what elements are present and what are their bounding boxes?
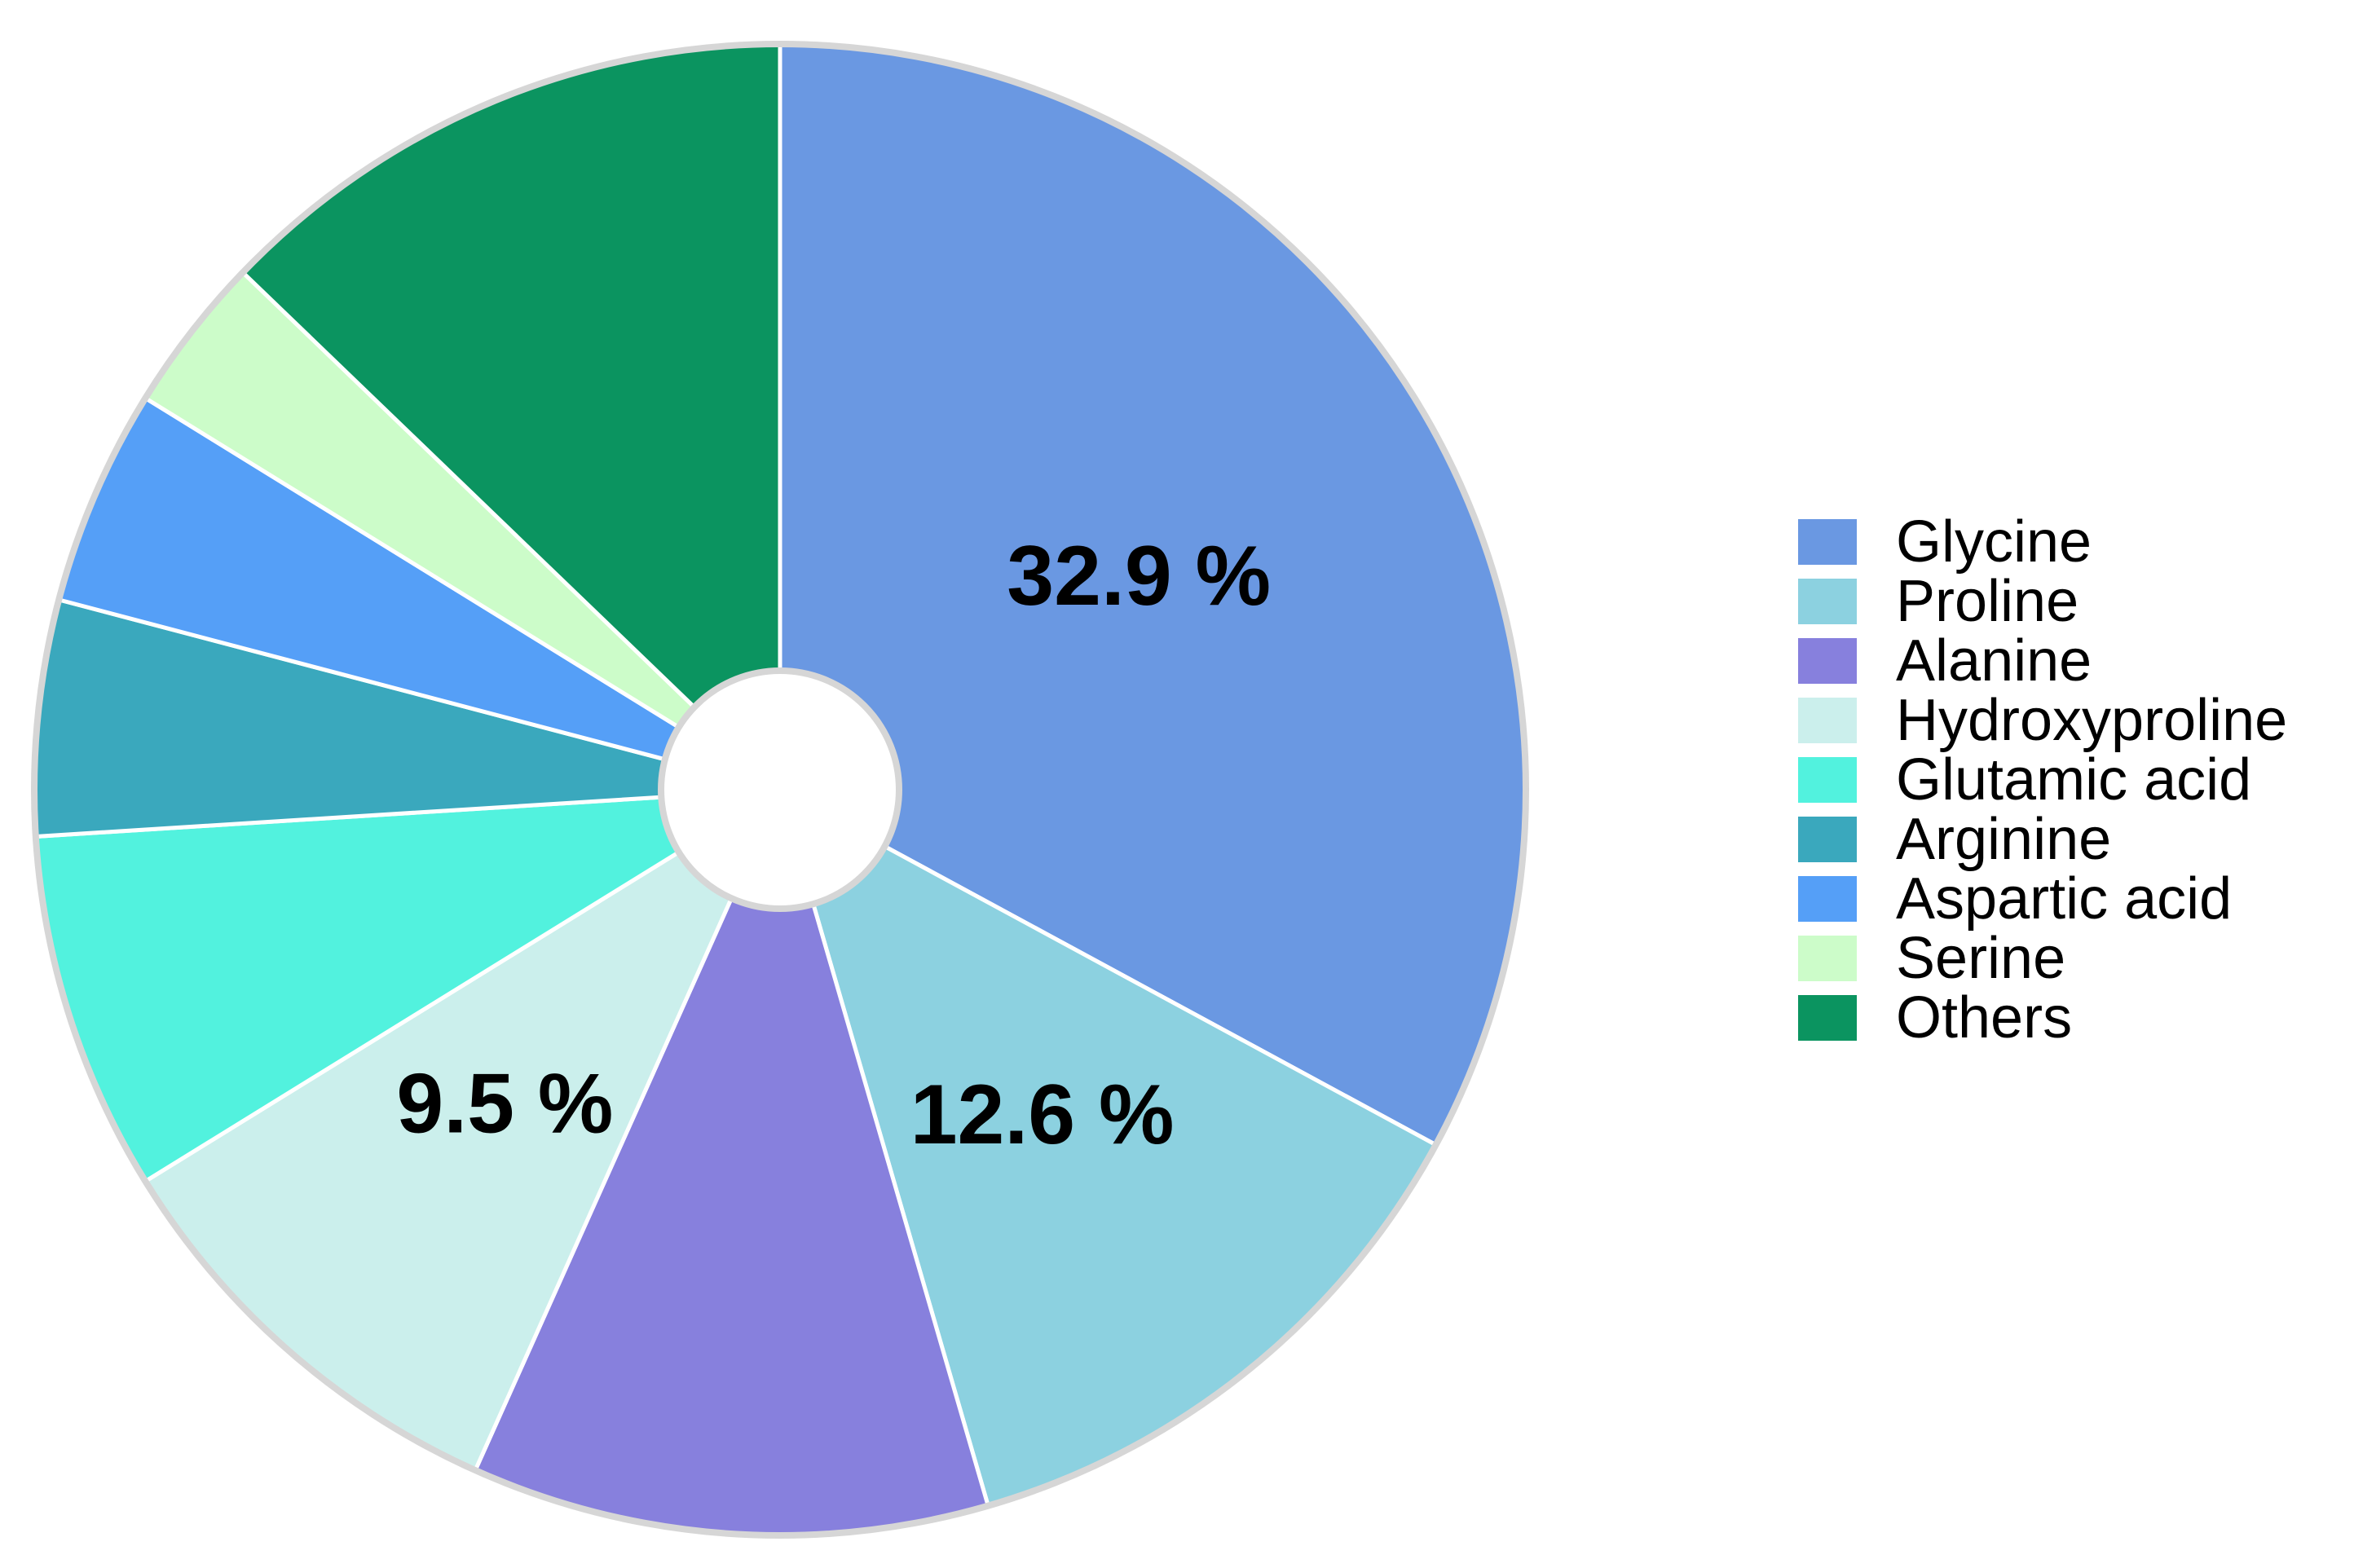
- legend-label-glutamic-acid: Glutamic acid: [1896, 747, 2251, 813]
- legend-item-others: Others: [1798, 985, 2072, 1050]
- legend-swatch-aspartic-acid: [1798, 876, 1857, 922]
- legend-swatch-hydroxyproline: [1798, 698, 1857, 743]
- data-label-glycine: 32.9 %: [1007, 529, 1271, 623]
- legend-swatch-glutamic-acid: [1798, 757, 1857, 803]
- pie-center-hole: [658, 667, 902, 912]
- pie-outer-ring: [31, 41, 1529, 1539]
- legend-swatch-serine: [1798, 936, 1857, 981]
- slice-data-labels: 32.9 % 12.6 % 9.5 %: [396, 529, 1271, 1162]
- legend-swatch-arginine: [1798, 817, 1857, 862]
- legend-label-arginine: Arginine: [1896, 807, 2111, 872]
- legend-item-glutamic-acid: Glutamic acid: [1798, 747, 2251, 813]
- legend-swatch-others: [1798, 995, 1857, 1041]
- legend-item-serine: Serine: [1798, 926, 2065, 991]
- legend-item-glycine: Glycine: [1798, 509, 2092, 575]
- legend-label-glycine: Glycine: [1896, 509, 2092, 575]
- legend-swatch-glycine: [1798, 519, 1857, 565]
- legend-label-others: Others: [1896, 985, 2072, 1050]
- data-label-hydroxyproline: 9.5 %: [396, 1056, 613, 1151]
- legend-item-alanine: Alanine: [1798, 628, 2092, 694]
- data-label-proline: 12.6 %: [910, 1068, 1175, 1162]
- legend-item-hydroxyproline: Hydroxyproline: [1798, 688, 2287, 753]
- legend-label-hydroxyproline: Hydroxyproline: [1896, 688, 2287, 753]
- chart-legend: GlycineProlineAlanineHydroxyprolineGluta…: [1798, 509, 2287, 1050]
- legend-label-alanine: Alanine: [1896, 628, 2092, 694]
- legend-label-serine: Serine: [1896, 926, 2065, 991]
- legend-item-arginine: Arginine: [1798, 807, 2111, 872]
- legend-item-aspartic-acid: Aspartic acid: [1798, 866, 2232, 932]
- legend-label-aspartic-acid: Aspartic acid: [1896, 866, 2232, 932]
- legend-swatch-proline: [1798, 579, 1857, 624]
- legend-item-proline: Proline: [1798, 569, 2078, 634]
- legend-label-proline: Proline: [1896, 569, 2078, 634]
- legend-swatch-alanine: [1798, 638, 1857, 684]
- pie-slices: [32, 42, 1528, 1538]
